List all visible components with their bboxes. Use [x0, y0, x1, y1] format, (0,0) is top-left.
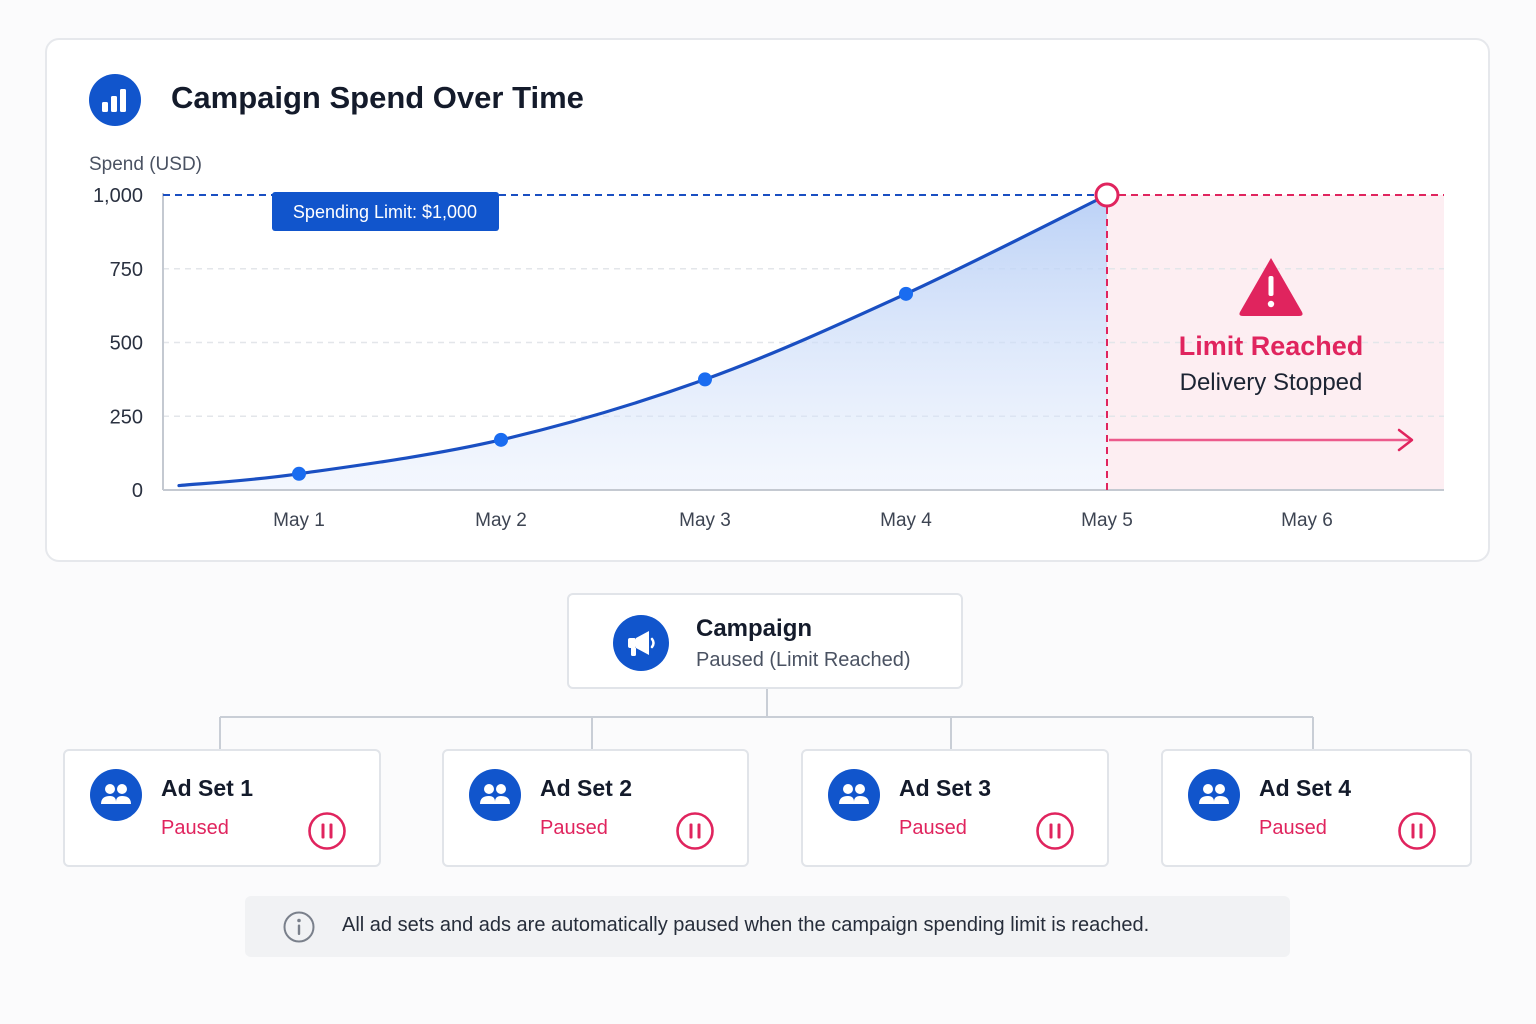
- y-tick-label: 250: [110, 406, 143, 428]
- data-point: [292, 466, 306, 481]
- users-icon: [90, 769, 142, 821]
- spending-limit-label: Spending Limit: $1,000: [293, 202, 477, 222]
- y-axis-label: Spend (USD): [89, 154, 202, 175]
- pause-icon[interactable]: [1397, 811, 1437, 851]
- ad-set-name: Ad Set 1: [161, 775, 254, 801]
- y-tick-label: 500: [110, 333, 143, 355]
- chart-title: Campaign Spend Over Time: [171, 80, 584, 115]
- megaphone-icon: [613, 615, 669, 671]
- campaign-card[interactable]: Campaign Paused (Limit Reached): [567, 593, 963, 689]
- users-icon: [469, 769, 521, 821]
- data-point: [899, 286, 913, 301]
- x-tick-label: May 4: [880, 510, 932, 531]
- ad-set-name: Ad Set 2: [540, 775, 633, 801]
- info-banner: All ad sets and ads are automatically pa…: [245, 896, 1290, 957]
- y-tick-label: 0: [132, 480, 143, 502]
- x-tick-label: May 6: [1281, 510, 1333, 531]
- ad-set-status: Paused: [161, 817, 229, 839]
- campaign-title: Campaign: [696, 615, 813, 642]
- x-tick-label: May 3: [679, 510, 731, 531]
- users-icon: [828, 769, 880, 821]
- ad-set-card-3[interactable]: Ad Set 3 Paused: [801, 749, 1109, 867]
- warning-icon-stroke: [1268, 276, 1274, 296]
- ad-set-name: Ad Set 3: [899, 775, 992, 801]
- x-tick-label: May 1: [273, 510, 325, 531]
- ad-set-name: Ad Set 4: [1259, 775, 1352, 801]
- warning-icon-dot: [1267, 300, 1275, 308]
- ad-set-status: Paused: [1259, 817, 1327, 839]
- ad-set-status: Paused: [540, 817, 608, 839]
- data-point: [494, 432, 508, 447]
- spending-limit-badge: [272, 192, 499, 231]
- y-tick-label: 1,000: [93, 185, 143, 207]
- y-tick-label: 750: [110, 259, 143, 281]
- pause-icon[interactable]: [307, 811, 347, 851]
- arrow-right-icon: [1397, 428, 1414, 452]
- ad-set-card-1[interactable]: Ad Set 1 Paused: [63, 749, 381, 867]
- delivery-stopped-text: Delivery Stopped: [1180, 369, 1363, 396]
- pause-icon[interactable]: [675, 811, 715, 851]
- x-tick-label: May 2: [475, 510, 527, 531]
- spend-area-chart: 0 250 500 750 1,000 Spend (USD) May 1 May 2 May …: [89, 154, 1444, 531]
- campaign-status: Paused (Limit Reached): [696, 649, 911, 671]
- spend-chart-card: Campaign Spend Over Time 0 250 500 750 1,000…: [45, 38, 1490, 562]
- ad-set-status: Paused: [899, 817, 967, 839]
- pause-icon[interactable]: [1035, 811, 1075, 851]
- ad-set-card-2[interactable]: Ad Set 2 Paused: [442, 749, 749, 867]
- x-tick-label: May 5: [1081, 510, 1133, 531]
- limit-reached-title: Limit Reached: [1179, 331, 1364, 361]
- info-icon: [283, 911, 315, 943]
- limit-reached-point: [1094, 182, 1120, 208]
- bar-chart-icon: [89, 74, 141, 126]
- spend-area-fill: [179, 195, 1107, 490]
- info-text: All ad sets and ads are automatically pa…: [342, 914, 1150, 936]
- users-icon: [1188, 769, 1240, 821]
- data-point: [698, 372, 712, 387]
- ad-set-card-4[interactable]: Ad Set 4 Paused: [1161, 749, 1472, 867]
